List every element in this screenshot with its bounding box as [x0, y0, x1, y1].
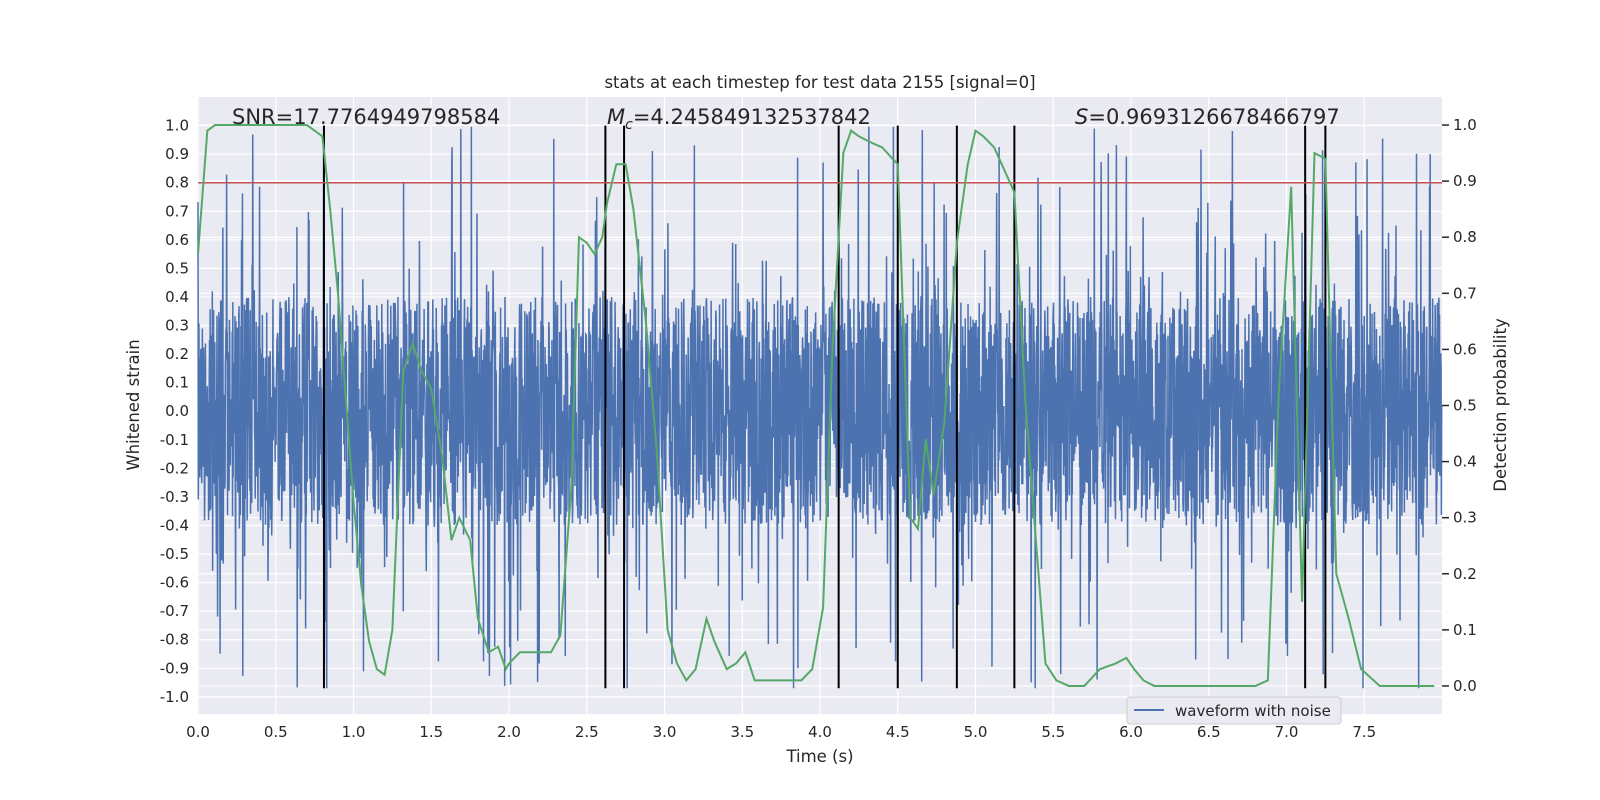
x-tick-label: 2.0: [497, 723, 521, 741]
y-left-tick-label: -0.6: [160, 574, 189, 592]
chirp-mass-value: =4.245849132537842: [633, 105, 871, 129]
y-left-tick-label: 0.9: [165, 145, 189, 163]
x-tick-label: 0.5: [264, 723, 288, 741]
x-tick-label: 5.0: [964, 723, 988, 741]
x-axis-label: Time (s): [785, 747, 853, 766]
y-left-tick-label: -0.7: [160, 602, 189, 620]
waveform-trace: [197, 126, 1443, 689]
legend-box: [1126, 696, 1342, 725]
x-tick-label: 3.5: [730, 723, 754, 741]
y-right-tick-label: 0.2: [1453, 565, 1477, 583]
chart-title: stats at each timestep for test data 215…: [604, 73, 1035, 92]
x-tick-label: 6.5: [1197, 723, 1221, 741]
y-left-tick-label: 0.5: [165, 259, 189, 277]
y-left-tick-label: -0.4: [160, 516, 189, 534]
y-left-tick-label: -1.0: [160, 688, 189, 706]
x-tick-label: 1.5: [419, 723, 443, 741]
y-right-tick-label: 0.3: [1453, 509, 1477, 527]
x-tick-label: 7.5: [1352, 723, 1376, 741]
y-left-tick-label: -0.8: [160, 631, 189, 649]
chirp-mass-symbol: M: [607, 105, 625, 129]
y-left-tick-label: 0.3: [165, 317, 189, 335]
detection-probability-line: [197, 124, 1435, 687]
x-tick-label: 3.0: [653, 723, 677, 741]
y-right-tick-label: 0.4: [1453, 453, 1477, 471]
event-markers: [322, 125, 1327, 689]
y-left-tick-label: -0.3: [160, 488, 189, 506]
y-left-tick-label: -0.2: [160, 459, 189, 477]
y-left-tick-label: 0.6: [165, 231, 189, 249]
x-tick-label: 2.5: [575, 723, 599, 741]
y-right-tick-label: 0.9: [1453, 172, 1477, 190]
y-left-tick-label: 0.7: [165, 202, 189, 220]
y-right-tick-label: 0.8: [1453, 228, 1477, 246]
x-tick-label: 7.0: [1275, 723, 1299, 741]
waveform-series: [197, 126, 1443, 689]
y-left-tick-label: -0.1: [160, 431, 189, 449]
y-right-tick-label: 0.0: [1453, 677, 1477, 695]
x-tick-label: 0.0: [186, 723, 210, 741]
chirp-mass-subscript: c: [625, 117, 633, 133]
y-right-tick-label: 0.6: [1453, 340, 1477, 358]
y-right-tick-label: 0.1: [1453, 621, 1477, 639]
x-tick-label: 4.0: [808, 723, 832, 741]
y-right-tick-label: 1.0: [1453, 116, 1477, 134]
x-tick-label: 6.0: [1119, 723, 1143, 741]
y-left-tick-label: -0.9: [160, 659, 189, 677]
x-tick-label: 5.5: [1041, 723, 1065, 741]
chirp-mass-annotation: Mc=4.245849132537842: [607, 105, 871, 133]
y-left-tick-labels: 1.0 0.9 0.8 0.7 0.6 0.5 0.4 0.3 0.2 0.1 0.0 -0.1 -0.…: [160, 117, 189, 706]
y-left-tick-label: 0.0: [165, 402, 189, 420]
y-right-tick-label: 0.5: [1453, 397, 1477, 415]
x-tick-labels: 0.0 0.5 1.0 1.5 2.0 2.5 3.0 3.5 4.0 4.5 5.0 5.5 6.0 6…: [186, 723, 1376, 741]
y-right-tick-label: 0.7: [1453, 284, 1477, 302]
y-left-tick-label: 0.2: [165, 345, 189, 363]
x-tick-label: 4.5: [886, 723, 910, 741]
s-annotation: S=0.9693126678466797: [1075, 105, 1340, 129]
legend: waveform with noise: [1126, 696, 1342, 725]
y-left-axis-label: Whitened strain: [124, 339, 143, 470]
y-left-tick-label: 0.1: [165, 374, 189, 392]
snr-annotation: SNR=17.7764949798584: [232, 105, 500, 129]
y-right-tick-labels: 1.0 0.9 0.8 0.7 0.6 0.5 0.4 0.3 0.2 0.1 0.0: [1442, 116, 1477, 695]
y-left-tick-label: 0.4: [165, 288, 189, 306]
s-value: =0.9693126678466797: [1088, 105, 1339, 129]
y-left-tick-label: 0.8: [165, 174, 189, 192]
y-left-tick-label: -0.5: [160, 545, 189, 563]
legend-label: waveform with noise: [1175, 702, 1331, 720]
y-left-tick-label: 1.0: [165, 117, 189, 135]
y-right-axis-label: Detection probability: [1491, 318, 1510, 492]
s-symbol: S: [1075, 105, 1088, 129]
x-tick-label: 1.0: [342, 723, 366, 741]
